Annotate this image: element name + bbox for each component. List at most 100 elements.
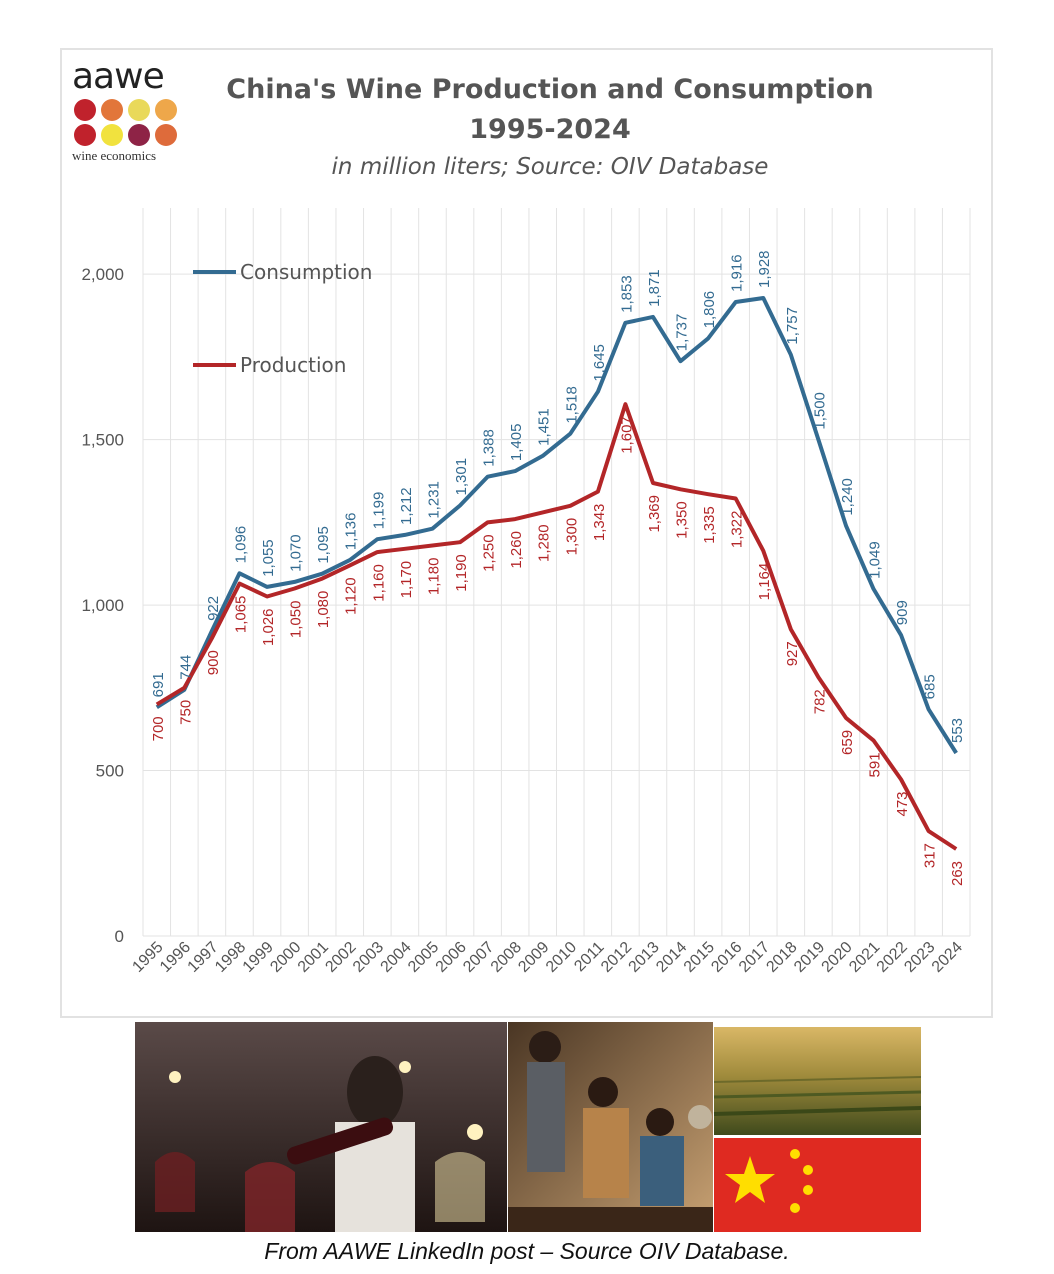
photo-strip bbox=[135, 1022, 921, 1232]
production-data-label: 1,607 bbox=[618, 416, 635, 454]
chart-title-years: 1995-2024 bbox=[469, 114, 631, 145]
y-tick-label: 1,000 bbox=[81, 596, 124, 615]
production-data-label: 1,050 bbox=[288, 601, 305, 639]
production-data-label: 1,026 bbox=[260, 608, 277, 646]
consumption-data-label: 1,096 bbox=[232, 526, 249, 564]
consumption-data-label: 922 bbox=[205, 596, 222, 621]
x-tick-label: 2013 bbox=[626, 939, 663, 976]
x-tick-label: 2015 bbox=[681, 939, 718, 976]
x-tick-label: 2019 bbox=[791, 939, 828, 976]
production-data-label: 1,170 bbox=[398, 561, 415, 599]
consumption-data-label: 1,757 bbox=[784, 307, 801, 345]
consumption-data-label: 553 bbox=[949, 718, 966, 743]
consumption-data-label: 1,500 bbox=[811, 392, 828, 430]
x-tick-label: 2012 bbox=[598, 939, 635, 976]
logo-dots-icon bbox=[74, 99, 177, 146]
x-tick-label: 1998 bbox=[212, 939, 249, 976]
production-data-label: 700 bbox=[150, 716, 167, 741]
production-data-label: 900 bbox=[205, 650, 222, 675]
y-tick-label: 1,500 bbox=[81, 431, 124, 450]
china-flag-photo bbox=[714, 1138, 921, 1232]
consumption-data-label: 691 bbox=[150, 672, 167, 697]
production-data-label: 473 bbox=[894, 791, 911, 816]
x-tick-label: 2022 bbox=[874, 939, 911, 976]
consumption-data-label: 1,240 bbox=[839, 478, 856, 516]
consumption-data-label: 1,928 bbox=[756, 250, 773, 288]
x-tick-label: 2020 bbox=[819, 939, 856, 976]
consumption-data-label: 1,199 bbox=[370, 492, 387, 530]
x-tick-label: 2016 bbox=[708, 939, 745, 976]
consumption-line bbox=[155, 296, 958, 755]
consumption-data-label: 1,518 bbox=[563, 386, 580, 424]
x-tick-label: 2017 bbox=[736, 939, 773, 976]
x-tick-label: 2003 bbox=[350, 939, 387, 976]
production-data-label: 591 bbox=[867, 752, 884, 777]
consumption-data-label: 1,737 bbox=[674, 314, 691, 352]
x-tick-label: 2024 bbox=[929, 939, 966, 976]
production-data-label: 1,250 bbox=[481, 534, 498, 572]
production-data-label: 1,280 bbox=[536, 524, 553, 562]
consumption-data-label: 1,136 bbox=[343, 513, 360, 551]
x-tick-label: 2008 bbox=[488, 939, 525, 976]
consumption-data-label: 1,095 bbox=[315, 526, 332, 564]
wine-pouring-photo bbox=[135, 1022, 507, 1232]
consumption-data-label: 685 bbox=[922, 674, 939, 699]
production-data-label: 1,180 bbox=[425, 558, 442, 596]
production-data-label: 317 bbox=[922, 843, 939, 868]
production-data-label: 1,335 bbox=[701, 506, 718, 544]
image-caption: From AAWE LinkedIn post – Source OIV Dat… bbox=[264, 1238, 790, 1264]
x-tick-label: 2011 bbox=[571, 939, 607, 975]
people-drinking-photo bbox=[508, 1022, 713, 1232]
production-data-label: 1,190 bbox=[453, 554, 470, 592]
production-data-label: 1,350 bbox=[674, 501, 691, 539]
y-tick-label: 2,000 bbox=[81, 265, 124, 284]
logo-wordmark: aawe bbox=[72, 56, 165, 97]
production-data-label: 263 bbox=[949, 861, 966, 886]
production-data-label: 1,343 bbox=[591, 504, 608, 542]
x-tick-label: 1997 bbox=[185, 939, 222, 976]
x-tick-label: 2014 bbox=[653, 939, 690, 976]
production-data-label: 1,369 bbox=[646, 495, 663, 533]
logo-subtitle: wine economics bbox=[72, 148, 157, 163]
y-tick-label: 0 bbox=[115, 927, 124, 946]
production-data-label: 750 bbox=[177, 700, 194, 725]
x-tick-label: 2001 bbox=[295, 939, 332, 976]
x-tick-label: 2009 bbox=[515, 939, 552, 976]
x-tick-label: 2005 bbox=[405, 939, 442, 976]
x-tick-label: 2006 bbox=[433, 939, 470, 976]
x-tick-label: 2010 bbox=[543, 939, 580, 976]
x-tick-label: 2000 bbox=[267, 939, 304, 976]
legend-label-consumption: Consumption bbox=[240, 260, 372, 284]
x-tick-label: 2023 bbox=[901, 939, 938, 976]
consumption-data-label: 1,055 bbox=[260, 539, 277, 577]
consumption-data-label: 1,231 bbox=[425, 481, 442, 519]
production-data-label: 1,080 bbox=[315, 591, 332, 629]
consumption-data-label: 1,049 bbox=[867, 541, 884, 579]
consumption-data-label: 1,645 bbox=[591, 344, 608, 382]
x-tick-label: 2021 bbox=[846, 939, 883, 976]
production-data-label: 927 bbox=[784, 641, 801, 666]
vineyard-photo bbox=[713, 1027, 921, 1135]
consumption-data-label: 909 bbox=[894, 600, 911, 625]
chart-subtitle: in million liters; Source: OIV Database bbox=[331, 154, 769, 180]
production-data-label: 1,164 bbox=[756, 563, 773, 601]
production-data-label: 659 bbox=[839, 730, 856, 755]
production-data-label: 1,260 bbox=[508, 531, 525, 569]
x-tick-label: 2004 bbox=[378, 939, 415, 976]
consumption-data-label: 1,916 bbox=[729, 254, 746, 292]
consumption-data-label: 1,301 bbox=[453, 458, 470, 496]
x-tick-label: 2002 bbox=[322, 939, 359, 976]
production-data-label: 1,322 bbox=[729, 511, 746, 549]
consumption-data-label: 1,388 bbox=[481, 429, 498, 467]
production-data-label: 1,160 bbox=[370, 564, 387, 602]
x-tick-label: 1996 bbox=[157, 939, 194, 976]
chart-title: China's Wine Production and Consumption bbox=[226, 74, 874, 105]
x-tick-label: 2007 bbox=[460, 939, 497, 976]
production-data-label: 1,065 bbox=[232, 596, 249, 634]
consumption-data-label: 1,806 bbox=[701, 291, 718, 329]
consumption-data-label: 1,853 bbox=[618, 275, 635, 313]
production-data-label: 1,300 bbox=[563, 518, 580, 556]
x-tick-label: 2018 bbox=[763, 939, 800, 976]
legend-label-production: Production bbox=[240, 353, 346, 377]
consumption-data-label: 1,405 bbox=[508, 424, 525, 462]
